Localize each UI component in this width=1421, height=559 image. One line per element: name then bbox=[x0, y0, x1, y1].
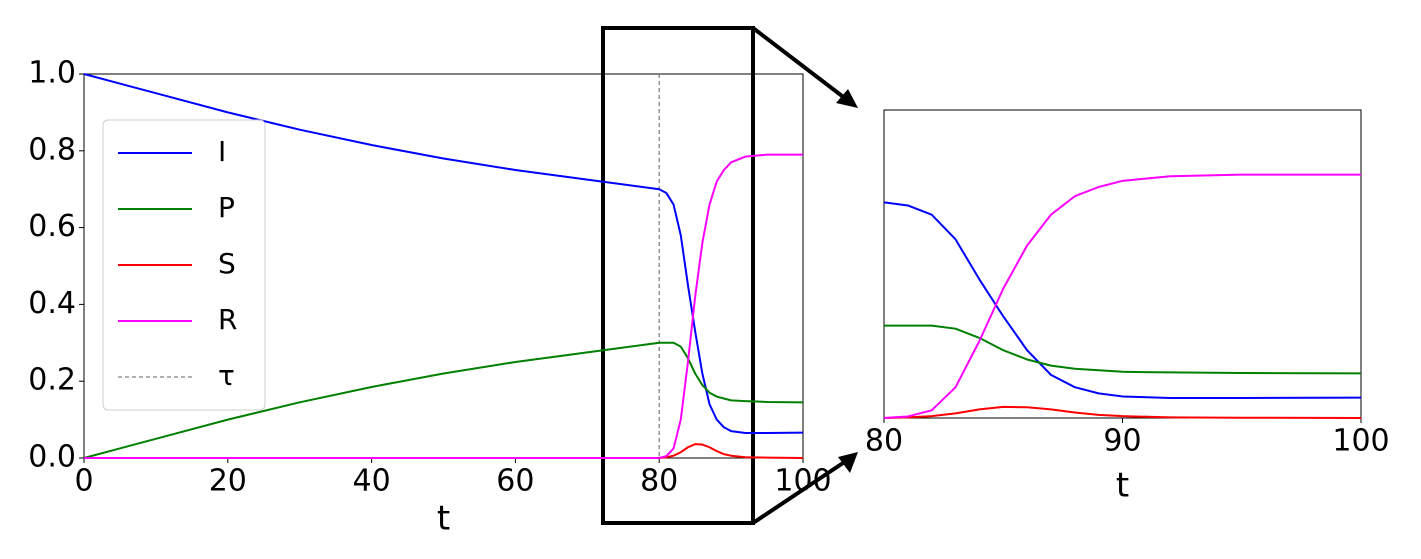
x-axis-label: t bbox=[437, 499, 450, 539]
x-tick-label: 60 bbox=[496, 464, 534, 499]
zoom-arrow bbox=[751, 26, 848, 101]
x-tick-label: 40 bbox=[353, 464, 391, 499]
y-tick-label: 1.0 bbox=[28, 56, 76, 91]
arrow-head bbox=[838, 452, 858, 473]
series-line bbox=[84, 443, 804, 459]
zoom-box bbox=[601, 26, 755, 525]
arrow-head bbox=[836, 89, 858, 108]
y-tick-label: 0.6 bbox=[28, 209, 76, 244]
legend-label: R bbox=[218, 303, 237, 336]
x-tick-label: 100 bbox=[1332, 424, 1389, 459]
series-line bbox=[884, 324, 1362, 375]
zoom-arrow bbox=[751, 459, 848, 525]
x-tick-label: 100 bbox=[774, 464, 831, 499]
legend-label: P bbox=[218, 191, 235, 224]
y-tick-label: 0.2 bbox=[28, 363, 76, 398]
series-line bbox=[83, 73, 804, 435]
legend-label: S bbox=[218, 247, 236, 280]
x-tick-label: 0 bbox=[74, 464, 93, 499]
series-line bbox=[84, 153, 803, 459]
y-tick-label: 0.8 bbox=[28, 132, 76, 167]
legend-label: τ bbox=[218, 359, 235, 392]
series-line bbox=[883, 201, 1362, 399]
x-tick-label: 90 bbox=[1103, 424, 1141, 459]
y-tick-label: 0.0 bbox=[28, 440, 76, 475]
legend-label: I bbox=[218, 135, 226, 168]
x-tick-label: 80 bbox=[865, 424, 903, 459]
series-line bbox=[883, 405, 1362, 419]
y-tick-label: 0.4 bbox=[28, 286, 76, 321]
x-axis-label: t bbox=[1116, 466, 1129, 506]
x-tick-label: 80 bbox=[640, 464, 678, 499]
series-line bbox=[83, 341, 804, 459]
x-tick-label: 20 bbox=[209, 464, 247, 499]
series-line bbox=[883, 173, 1361, 419]
